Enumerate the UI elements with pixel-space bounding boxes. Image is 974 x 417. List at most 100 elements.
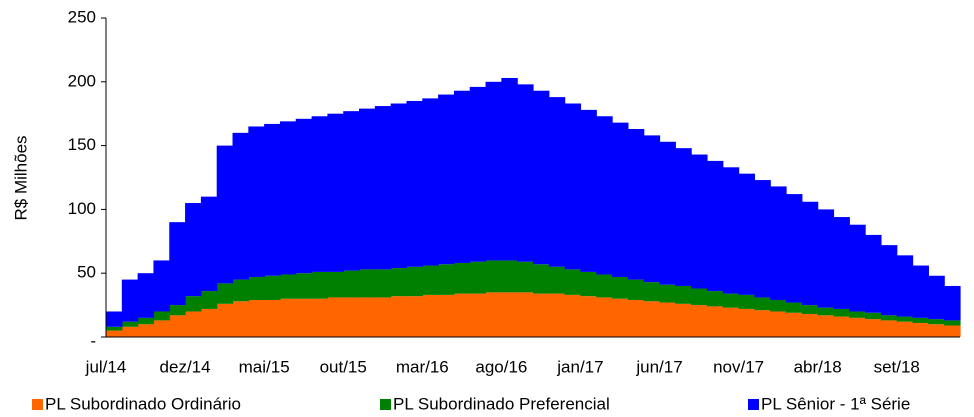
area-step (865, 319, 882, 337)
area-step (722, 307, 740, 337)
area-step (422, 265, 439, 295)
legend-swatch (748, 399, 759, 410)
area-step (627, 299, 645, 337)
area-step (912, 322, 929, 337)
area-step (849, 224, 866, 312)
x-tick-label: set/18 (874, 357, 920, 376)
area-step (880, 245, 898, 316)
area-step (453, 90, 471, 263)
area-step (343, 111, 360, 271)
area-step (770, 311, 787, 337)
area-step (169, 315, 186, 337)
area-step (169, 222, 186, 306)
area-step (691, 154, 708, 289)
area-step (754, 297, 771, 311)
area-step (374, 269, 392, 298)
area-step (928, 319, 945, 325)
area-step (501, 292, 518, 337)
area-step (406, 296, 423, 337)
area-step (153, 260, 170, 312)
area-step (390, 296, 408, 337)
area-step (374, 106, 392, 270)
area-step (833, 316, 850, 337)
area-step (801, 201, 819, 306)
y-tick-label: - (90, 331, 96, 350)
area-step (738, 173, 756, 295)
area-step (548, 97, 566, 267)
legend-swatch (32, 399, 43, 410)
area-step (106, 311, 123, 327)
area-step (928, 275, 945, 320)
area-step (706, 160, 724, 292)
area-step (469, 86, 487, 262)
area-step (675, 285, 692, 304)
area-step (485, 260, 502, 293)
area-step (248, 299, 265, 337)
area-step (216, 283, 234, 304)
area-step (279, 121, 297, 275)
area-step (153, 311, 170, 321)
area-step (453, 293, 471, 337)
area-step (295, 298, 313, 337)
area-step (659, 302, 676, 337)
area-step (200, 196, 218, 292)
area-step (295, 273, 313, 299)
area-step (517, 261, 534, 293)
area-step (691, 288, 708, 306)
area-step (612, 298, 629, 337)
area-step (153, 320, 170, 337)
area-step (406, 100, 423, 267)
area-step (121, 321, 139, 327)
y-tick-label: 50 (77, 263, 96, 282)
area-step (833, 217, 850, 309)
area-step (533, 90, 550, 265)
area-step (406, 266, 423, 297)
area-step (311, 271, 329, 299)
legend-label: PL Sênior - 1ª Série (761, 394, 910, 413)
area-step (279, 274, 297, 299)
area-step (659, 284, 676, 303)
area-step (770, 186, 787, 300)
area-step (912, 265, 929, 318)
area-step (754, 310, 771, 337)
area-step (786, 312, 803, 337)
x-tick-label: abr/18 (794, 357, 842, 376)
area-step (706, 306, 724, 337)
area-step (390, 268, 408, 297)
x-tick-label: jun/17 (635, 357, 682, 376)
y-tick-label: 200 (68, 71, 96, 90)
area-step (627, 279, 645, 300)
area-step (438, 264, 455, 295)
legend-label: PL Subordinado Preferencial (393, 394, 610, 413)
area-step (216, 303, 234, 337)
area-step (232, 132, 249, 280)
area-step (232, 279, 249, 302)
area-step (343, 297, 360, 337)
area-step (264, 299, 281, 337)
area-step (264, 275, 281, 300)
area-step (596, 297, 613, 337)
y-tick-label: 100 (68, 199, 96, 218)
area-step (137, 317, 155, 325)
area-step (422, 98, 439, 266)
area-step (596, 274, 613, 298)
area-step (438, 94, 455, 265)
area-step (295, 118, 313, 274)
area-step (327, 271, 344, 298)
area-step (612, 277, 629, 299)
area-step (691, 305, 708, 337)
area-step (264, 123, 281, 276)
area-step (453, 262, 471, 294)
area-step (896, 321, 914, 337)
area-step (279, 298, 297, 337)
area-step (643, 301, 661, 337)
legend-label: PL Subordinado Ordinário (45, 394, 241, 413)
area-step (485, 292, 502, 337)
area-step (801, 305, 819, 315)
y-tick-label: 250 (68, 7, 96, 26)
area-step (659, 141, 676, 285)
area-step (137, 324, 155, 337)
area-step (944, 285, 961, 321)
area-step (786, 302, 803, 313)
area-step (548, 266, 566, 294)
